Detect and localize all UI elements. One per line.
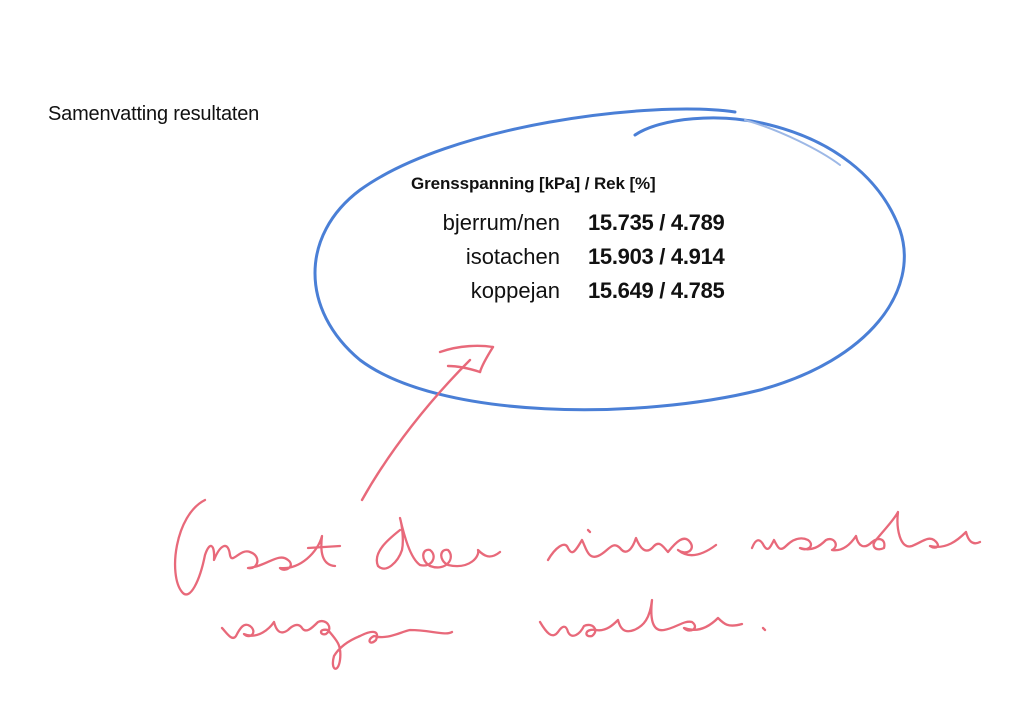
blue-ellipse-tail bbox=[744, 119, 841, 166]
handwritten-note-scribble bbox=[174, 498, 982, 670]
result-method: koppejan bbox=[470, 278, 560, 303]
results-table-header: Grensspanning [kPa] / Rek [%] bbox=[411, 174, 656, 193]
red-arrow-annotation bbox=[360, 344, 495, 502]
summary-heading: Samenvatting resultaten bbox=[48, 103, 260, 125]
result-row-isotachen: isotachen 15.903 / 4.914 bbox=[380, 244, 740, 272]
result-method: isotachen bbox=[465, 244, 560, 269]
result-value: 15.649 / 4.785 bbox=[588, 278, 725, 303]
result-row-koppejan: koppejan 15.649 / 4.785 bbox=[380, 278, 740, 306]
result-value: 15.735 / 4.789 bbox=[588, 210, 725, 235]
result-row-bjerrum: bjerrum/nen 15.735 / 4.789 bbox=[380, 210, 740, 238]
result-method: bjerrum/nen bbox=[442, 210, 560, 235]
result-value: 15.903 / 4.914 bbox=[588, 244, 725, 269]
